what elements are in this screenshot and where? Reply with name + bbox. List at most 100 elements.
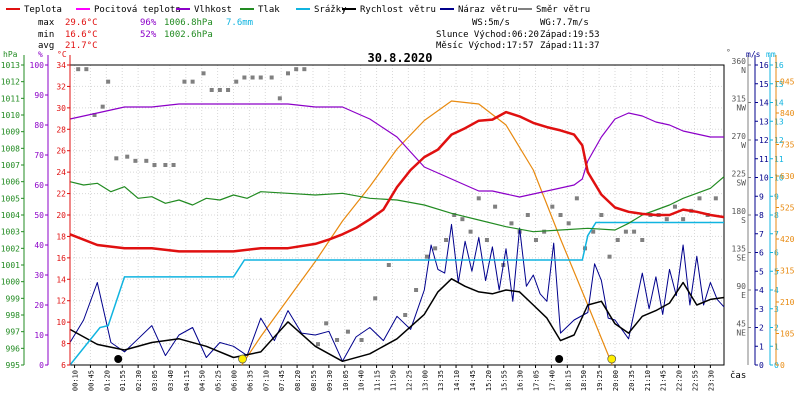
wind-direction-point (599, 213, 604, 217)
temperature-axis-tick-label: 24 (56, 168, 66, 177)
x-axis-tick-label: 22:55 (692, 370, 700, 391)
wind-direction-point (632, 229, 637, 234)
radiation-axis-tick-label: 525 (780, 204, 795, 213)
pressure-axis-tick-label: 998 (6, 311, 21, 320)
temperature-axis-tick-label: 16 (56, 254, 66, 263)
wind-direction-point (672, 204, 677, 209)
wind-direction-point (152, 163, 157, 167)
wind-speed-axis-tick-label: 0 (759, 361, 764, 370)
wind-direction-point (286, 71, 290, 76)
humidity-axis-tick-label: 40 (34, 241, 44, 250)
radiation-axis: 0 105 210 315 420 525 630 735 840 945 (775, 55, 795, 370)
wind-direction-point (209, 88, 214, 92)
precipitation-axis-tick-label: 12 (774, 136, 784, 145)
pressure-axis-tick-label: 1001 (1, 261, 20, 270)
stat-max-label: max (38, 18, 55, 28)
x-axis-label: čas (730, 370, 746, 381)
wind-direction-point (84, 67, 89, 72)
x-axis-tick-label: 09:30 (326, 370, 334, 391)
direction-axis-compass-label: SE (736, 254, 746, 263)
precipitation-axis-label: mm (766, 50, 776, 59)
wind-speed-axis-tick-label: 4 (759, 286, 764, 295)
wind-direction-point (359, 338, 364, 342)
wind-direction-point (294, 67, 299, 72)
wind-direction-point (468, 229, 473, 234)
wind-speed-axis-tick-label: 8 (759, 211, 764, 220)
temperature-axis-tick-label: 8 (61, 340, 66, 349)
wind-direction-point (250, 75, 255, 80)
wind-direction-point (106, 79, 111, 84)
humidity-axis-tick-label: 0 (39, 361, 44, 370)
x-axis-tick-label: 05:25 (215, 370, 223, 391)
humidity-axis-label: % (38, 50, 43, 59)
wind-direction-point (386, 263, 391, 267)
humidity-line (69, 103, 724, 198)
humidity-axis-tick-label: 30 (34, 271, 44, 280)
radiation-line (241, 100, 613, 366)
pressure-axis-tick-label: 996 (6, 344, 21, 353)
precipitation-axis-tick-label: 16 (774, 61, 784, 70)
wind-speed-line (69, 278, 725, 363)
temperature-axis-tick-label: 10 (56, 318, 66, 327)
x-axis-tick-label: 15:20 (485, 370, 493, 391)
stats-panel: max 29.6°C 96% 1006.8hPa 7.6mm min 16.6°… (38, 18, 600, 51)
wind-direction-point (324, 321, 329, 326)
wind-direction-point (133, 158, 138, 163)
stat-wg: WG:7.7m/s (540, 18, 589, 28)
x-axis-tick-label: 00:10 (72, 370, 80, 391)
direction-axis-compass-label: SW (736, 179, 746, 188)
wind-direction-point (623, 229, 628, 234)
stat-min-label: min (38, 30, 54, 40)
wind-direction-point (414, 288, 419, 292)
radiation-axis-tick-label: 630 (780, 172, 795, 181)
direction-axis-tick-label: 225 (732, 170, 747, 179)
humidity-axis-tick-label: 20 (34, 301, 44, 310)
wind-speed-axis-tick-label: 12 (759, 136, 769, 145)
pressure-axis-tick-label: 1011 (1, 94, 20, 103)
wind-speed-axis-tick-label: 16 (759, 61, 769, 70)
temperature-axis-tick-label: 6 (61, 361, 66, 370)
direction-axis-tick-label: 360 (732, 57, 747, 66)
x-axis-tick-label: 20:35 (628, 370, 636, 391)
temperature-axis-tick-label: 34 (56, 61, 66, 70)
wind-speed-axis-tick-label: 2 (759, 324, 764, 333)
stat-min-temp: 16.6°C (65, 30, 98, 40)
direction-axis-compass-label: E (741, 291, 746, 300)
direction-axis-tick-label: 270 (732, 132, 747, 141)
temperature-axis-tick-label: 20 (56, 211, 66, 220)
radiation-axis-tick-label: 420 (780, 235, 795, 244)
pressure-axis-tick-label: 1012 (1, 78, 20, 87)
x-axis-tick-label: 23:30 (707, 370, 715, 391)
legend-label-naraz: Náraz větru (458, 5, 518, 15)
wind-direction-point (403, 313, 408, 317)
direction-axis-compass-label: W (741, 141, 746, 150)
wind-direction-point (493, 204, 498, 209)
pressure-axis-tick-label: 1006 (1, 178, 20, 187)
wind-speed-axis-tick-label: 14 (759, 99, 769, 108)
legend: Teplota Pocitová teplota Vlhkost Tlak Srážky… (6, 5, 590, 15)
x-axis-tick-label: 07:45 (278, 370, 286, 391)
x-axis-tick-label: 14:45 (469, 370, 477, 391)
humidity-axis: 0 10 20 30 40 50 60 70 80 90 100% (30, 50, 49, 370)
direction-axis-tick-label: 135 (732, 245, 747, 254)
radiation-axis-tick-label: 315 (780, 267, 795, 276)
precipitation-axis-tick-label: 10 (774, 174, 784, 183)
wind-direction-point (452, 213, 457, 217)
wind-direction-point (713, 196, 718, 201)
sun-marker (238, 354, 247, 364)
x-axis-tick-label: 21:45 (660, 370, 668, 391)
legend-label-smer: Směr větru (536, 5, 590, 15)
wind-direction-point (640, 238, 645, 242)
humidity-axis-tick-label: 100 (30, 61, 45, 70)
x-axis-tick-label: 14:10 (453, 370, 461, 391)
wind-speed-axis-tick-label: 11 (759, 155, 769, 164)
temperature-axis-label: °C (57, 50, 67, 59)
legend-label-tlak: Tlak (258, 5, 280, 15)
wind-direction-point (302, 67, 307, 72)
direction-axis-compass-label: N (741, 66, 746, 75)
x-axis-tick-label: 01:55 (119, 370, 127, 391)
direction-axis-tick-label: 315 (732, 95, 747, 104)
humidity-axis-tick-label: 90 (34, 91, 44, 100)
